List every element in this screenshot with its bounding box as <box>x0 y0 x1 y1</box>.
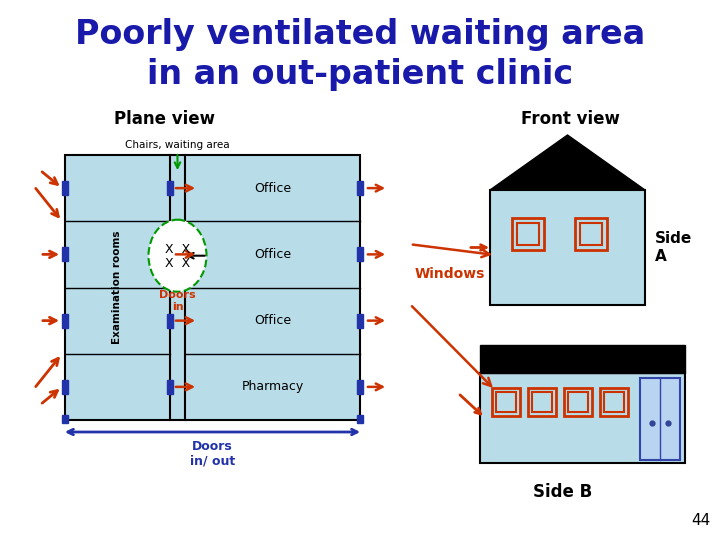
Text: Poorly ventilated waiting area: Poorly ventilated waiting area <box>75 18 645 51</box>
Bar <box>62 380 68 394</box>
Bar <box>357 380 363 394</box>
Bar <box>640 378 680 460</box>
Bar <box>167 314 173 328</box>
Bar <box>167 247 173 261</box>
Bar <box>600 388 628 416</box>
Text: in an out-patient clinic: in an out-patient clinic <box>147 58 573 91</box>
Bar <box>167 181 173 195</box>
Bar <box>167 380 173 394</box>
Text: Doors
in/ out: Doors in/ out <box>190 440 235 468</box>
Bar <box>357 181 363 195</box>
Bar <box>357 415 363 423</box>
Bar <box>492 388 520 416</box>
Text: Pharmacy: Pharmacy <box>241 380 304 393</box>
Bar <box>564 388 592 416</box>
Bar <box>604 392 624 412</box>
Text: Windows: Windows <box>415 267 485 281</box>
Polygon shape <box>490 135 645 190</box>
Bar <box>480 373 685 463</box>
Text: Side
A: Side A <box>655 231 692 264</box>
Text: X  X: X X <box>165 243 190 256</box>
Ellipse shape <box>148 220 207 292</box>
Text: Side B: Side B <box>533 483 592 501</box>
Bar <box>512 218 544 250</box>
Bar <box>568 392 588 412</box>
Bar <box>357 247 363 261</box>
Bar <box>496 392 516 412</box>
Bar <box>62 247 68 261</box>
Text: Chairs, waiting area: Chairs, waiting area <box>125 140 230 150</box>
Bar <box>517 223 539 245</box>
Bar <box>580 223 602 245</box>
Text: Office: Office <box>254 248 291 261</box>
Bar <box>62 314 68 328</box>
Bar <box>575 218 607 250</box>
Bar <box>65 155 360 420</box>
Text: Front view: Front view <box>521 110 619 128</box>
Text: Examination rooms: Examination rooms <box>112 231 122 345</box>
Text: 44: 44 <box>690 513 710 528</box>
Bar <box>357 314 363 328</box>
Text: X  X: X X <box>165 257 190 270</box>
Bar <box>532 392 552 412</box>
Text: Plane view: Plane view <box>114 110 215 128</box>
Bar <box>62 415 68 423</box>
Bar <box>480 345 685 373</box>
Bar <box>62 181 68 195</box>
Text: Office: Office <box>254 181 291 194</box>
Bar <box>528 388 556 416</box>
Text: Doors
in: Doors in <box>159 290 196 312</box>
Bar <box>490 190 645 305</box>
Text: Office: Office <box>254 314 291 327</box>
